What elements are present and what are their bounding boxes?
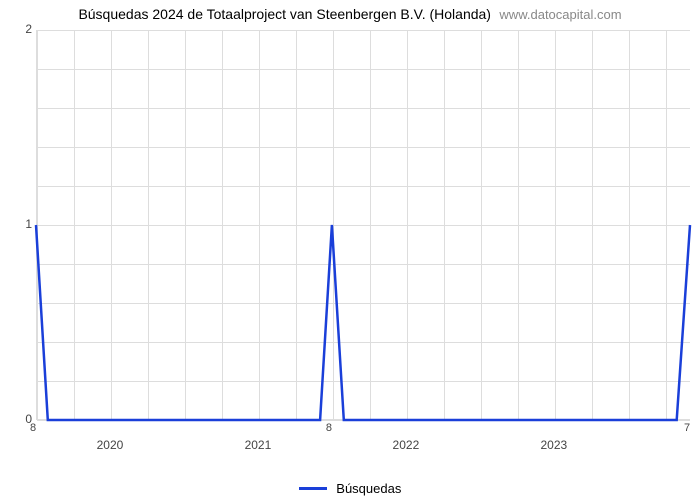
x-axis-tick-label: 2023 xyxy=(524,438,584,452)
x-axis-tick-label: 2021 xyxy=(228,438,288,452)
legend-label: Búsquedas xyxy=(336,481,401,496)
x-axis-tick-label: 2020 xyxy=(80,438,140,452)
chart-title-sub: www.datocapital.com xyxy=(499,7,621,22)
y-axis-tick-label: 1 xyxy=(12,217,32,231)
y-axis-tick-label: 2 xyxy=(12,22,32,36)
line-series-layer xyxy=(0,24,700,430)
data-point-label: 7 xyxy=(684,422,690,434)
legend-swatch xyxy=(299,487,327,490)
data-point-label: 8 xyxy=(326,422,332,434)
data-point-label: 8 xyxy=(30,422,36,434)
y-axis-tick-label: 0 xyxy=(12,412,32,426)
chart-title-main: Búsquedas 2024 de Totaalproject van Stee… xyxy=(78,6,491,22)
line-series xyxy=(36,225,690,420)
chart-title-row: Búsquedas 2024 de Totaalproject van Stee… xyxy=(0,0,700,24)
chart-container: 0 1 2 2020 2021 2022 2023 8 8 7 xyxy=(0,24,700,472)
x-axis-tick-label: 2022 xyxy=(376,438,436,452)
legend: Búsquedas xyxy=(0,480,700,496)
